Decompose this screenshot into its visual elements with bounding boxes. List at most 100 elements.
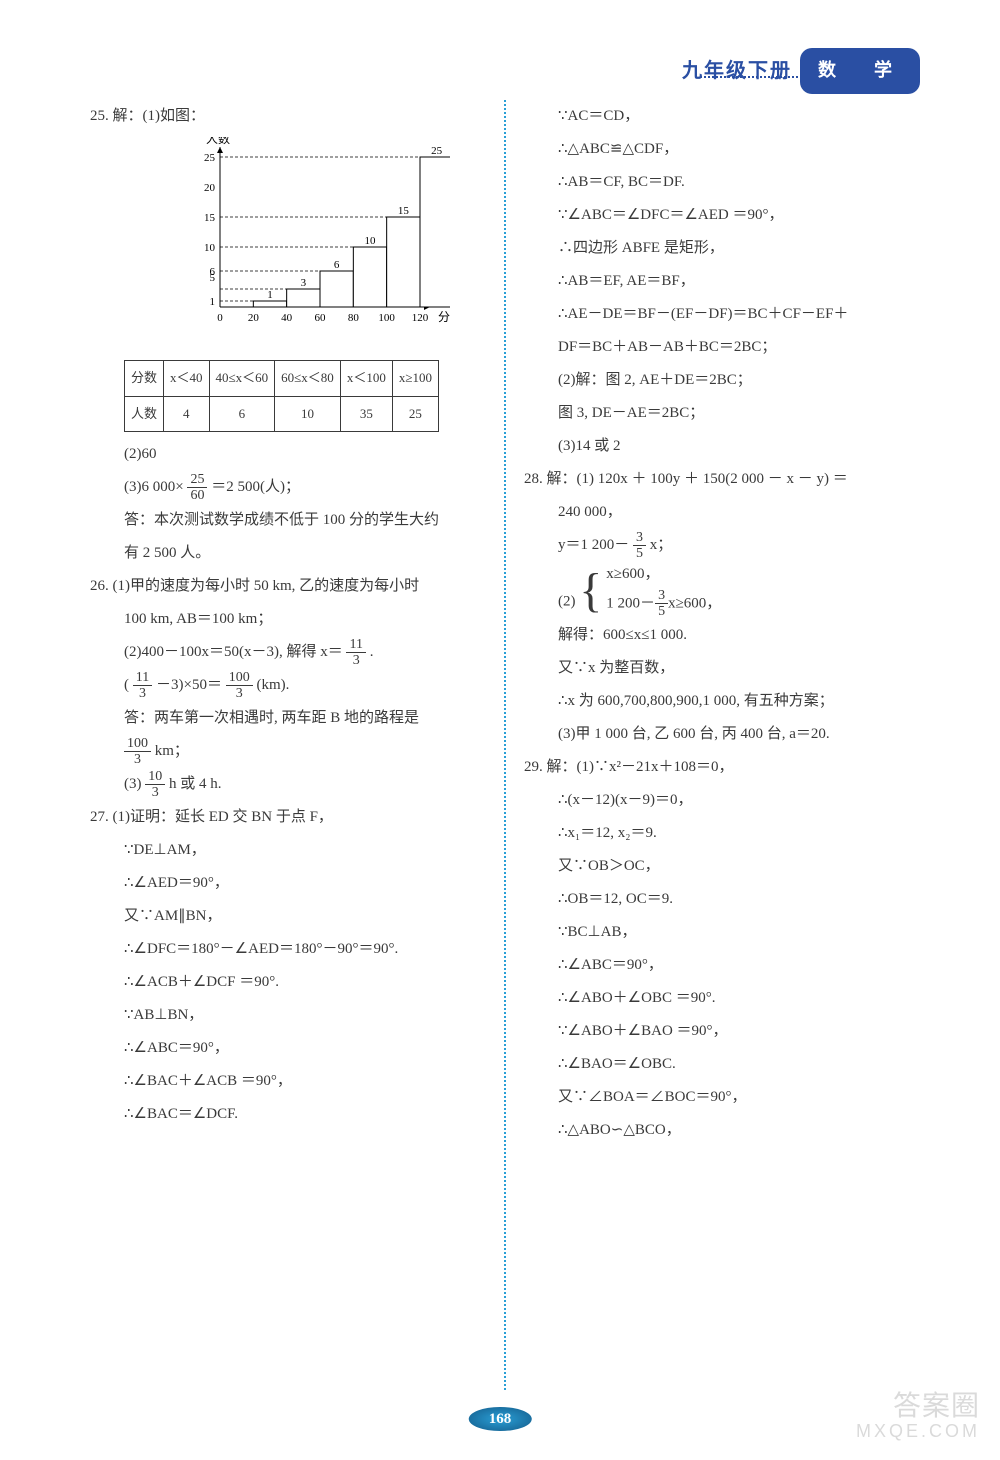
page-number-value: 168 xyxy=(469,1407,532,1431)
subject-pill: 数 学 xyxy=(800,48,920,94)
q28-int: 又∵x 为整百数， xyxy=(524,652,920,685)
r4: ∵∠ABC＝∠DFC＝∠AED ＝90°， xyxy=(524,199,920,232)
q28-3: (3)甲 1 000 台, 乙 600 台, 丙 400 台, a＝20. xyxy=(524,718,920,751)
text: (2) xyxy=(558,594,576,610)
svg-text:80: 80 xyxy=(348,312,360,324)
q29-6: ∵BC⊥AB， xyxy=(524,916,920,949)
r7: ∴AE－DE＝BF－(EF－DF)＝BC＋CF－EF＋ xyxy=(524,298,920,331)
text: h 或 4 h. xyxy=(169,776,222,792)
page-number: 168 xyxy=(469,1403,532,1436)
r3: ∴AB＝CF, BC＝DF. xyxy=(524,166,920,199)
q28-1a: 28. 解：(1) 120x ＋ 100y ＋ 150(2 000 － x － … xyxy=(524,463,920,496)
svg-text:6: 6 xyxy=(334,259,340,271)
fraction: 113 xyxy=(346,637,365,669)
text: km； xyxy=(155,743,189,759)
r8: DF＝BC＋AB－AB＋BC＝2BC； xyxy=(524,331,920,364)
q27-9: ∴∠BAC＋∠ACB ＝90°， xyxy=(90,1065,486,1098)
column-divider xyxy=(504,100,506,1390)
q26-2a: (2)400－100x＝50(x－3), 解得 x＝ 113 . xyxy=(90,636,486,669)
q27-7: ∵AB⊥BN， xyxy=(90,999,486,1032)
right-column: ∵AC＝CD， ∴△ABC≌△CDF， ∴AB＝CF, BC＝DF. ∵∠ABC… xyxy=(514,100,930,1390)
q28-2: (2) { x≥600， 1 200－35x≥600， xyxy=(524,562,920,619)
svg-text:120: 120 xyxy=(412,312,429,324)
svg-text:10: 10 xyxy=(365,235,377,247)
r2: ∴△ABC≌△CDF， xyxy=(524,133,920,166)
svg-text:25: 25 xyxy=(204,152,216,164)
q27-3: ∴∠AED＝90°， xyxy=(90,867,486,900)
q28-solve: 解得：600≤x≤1 000. xyxy=(524,619,920,652)
q29-7: ∴∠ABC＝90°， xyxy=(524,949,920,982)
q26-ans1: 答：两车第一次相遇时, 两车距 B 地的路程是 xyxy=(90,702,486,735)
q27-1: 27. (1)证明：延长 ED 交 BN 于点 F， xyxy=(90,801,486,834)
q26-1b: 100 km, AB＝100 km； xyxy=(90,603,486,636)
bar-chart: 人数分数15610152025020406080100120136101525 xyxy=(180,137,450,337)
svg-text:25: 25 xyxy=(431,145,443,157)
page-header: 九年级下册 数 学 xyxy=(682,48,920,94)
text: ＝2 500(人)； xyxy=(211,479,300,495)
svg-text:100: 100 xyxy=(378,312,395,324)
fraction: 35 xyxy=(633,530,646,562)
q29-12: ∴△ABO∽△BCO， xyxy=(524,1114,920,1147)
q25-head: 25. 解：(1)如图： xyxy=(90,100,486,133)
q25-ans2: 有 2 500 人。 xyxy=(90,537,486,570)
score-table: 分数x＜4040≤x＜6060≤x＜80x＜100x≥100 人数4610352… xyxy=(124,360,439,432)
text: (km). xyxy=(256,677,289,693)
svg-text:15: 15 xyxy=(204,212,216,224)
q26-1a: 26. (1)甲的速度为每小时 50 km, 乙的速度为每小时 xyxy=(90,570,486,603)
svg-text:60: 60 xyxy=(315,312,327,324)
q26-3: (3) 103 h 或 4 h. xyxy=(90,768,486,801)
q29-5: ∴OB＝12, OC＝9. xyxy=(524,883,920,916)
q27-2: ∵DE⊥AM， xyxy=(90,834,486,867)
svg-text:10: 10 xyxy=(204,242,216,254)
watermark: 答案圈 MXQE.COM xyxy=(856,1391,980,1442)
q27-5: ∴∠DFC＝180°－∠AED＝180°－90°＝90°. xyxy=(90,933,486,966)
fraction: 1003 xyxy=(226,670,253,702)
r11: (3)14 或 2 xyxy=(524,430,920,463)
svg-text:15: 15 xyxy=(398,205,410,217)
watermark-top: 答案圈 xyxy=(893,1390,980,1421)
fraction: 2560 xyxy=(187,472,207,504)
fraction: 113 xyxy=(133,670,152,702)
watermark-bottom: MXQE.COM xyxy=(856,1422,980,1442)
svg-text:分数: 分数 xyxy=(438,309,450,324)
fraction: 35 xyxy=(655,588,668,620)
header-underline xyxy=(700,76,810,78)
r1: ∵AC＝CD， xyxy=(524,100,920,133)
equation-system: { x≥600， 1 200－35x≥600， xyxy=(579,562,721,619)
text: (3)6 000× xyxy=(124,479,184,495)
sys-line2a: 1 200－ xyxy=(606,595,655,611)
svg-text:人数: 人数 xyxy=(206,137,230,146)
q29-2: ∴(x－12)(x－9)＝0， xyxy=(524,784,920,817)
q27-10: ∴∠BAC＝∠DCF. xyxy=(90,1098,486,1131)
svg-text:6: 6 xyxy=(210,266,216,278)
q27-6: ∴∠ACB＋∠DCF ＝90°. xyxy=(90,966,486,999)
q29-10: ∴∠BAO＝∠OBC. xyxy=(524,1048,920,1081)
fraction: 103 xyxy=(145,769,165,801)
text: y＝1 200－ xyxy=(558,537,629,553)
q29-9: ∵∠ABO＋∠BAO ＝90°， xyxy=(524,1015,920,1048)
r9: (2)解：图 2, AE＋DE＝2BC； xyxy=(524,364,920,397)
q25-2: (2)60 xyxy=(90,438,486,471)
svg-text:1: 1 xyxy=(210,296,216,308)
fraction: 1003 xyxy=(124,736,151,768)
sys-line2b: x≥600， xyxy=(668,595,721,611)
svg-text:3: 3 xyxy=(301,277,307,289)
q28-y: y＝1 200－ 35 x； xyxy=(524,529,920,562)
text: (2)400－100x＝50(x－3), 解得 x＝ xyxy=(124,644,343,660)
q27-4: 又∵AM∥BN， xyxy=(90,900,486,933)
q29-1: 29. 解：(1)∵x²－21x＋108＝0， xyxy=(524,751,920,784)
q25-ans1: 答：本次测试数学成绩不低于 100 分的学生大约 xyxy=(90,504,486,537)
left-column: 25. 解：(1)如图： 人数分数15610152025020406080100… xyxy=(80,100,496,1390)
text: ( xyxy=(124,677,129,693)
svg-text:20: 20 xyxy=(248,312,260,324)
q26-ans2: 1003 km； xyxy=(90,735,486,768)
content-columns: 25. 解：(1)如图： 人数分数15610152025020406080100… xyxy=(80,100,930,1390)
r5: ∴四边形 ABFE 是矩形， xyxy=(524,232,920,265)
q26-2b: ( 113 －3)×50＝ 1003 (km). xyxy=(90,669,486,702)
sys-line1: x≥600， xyxy=(606,566,659,582)
text: x； xyxy=(650,537,673,553)
svg-text:20: 20 xyxy=(204,182,216,194)
q28-1b: 240 000， xyxy=(524,496,920,529)
grade-label: 九年级下册 xyxy=(682,49,792,93)
text: . xyxy=(370,644,374,660)
